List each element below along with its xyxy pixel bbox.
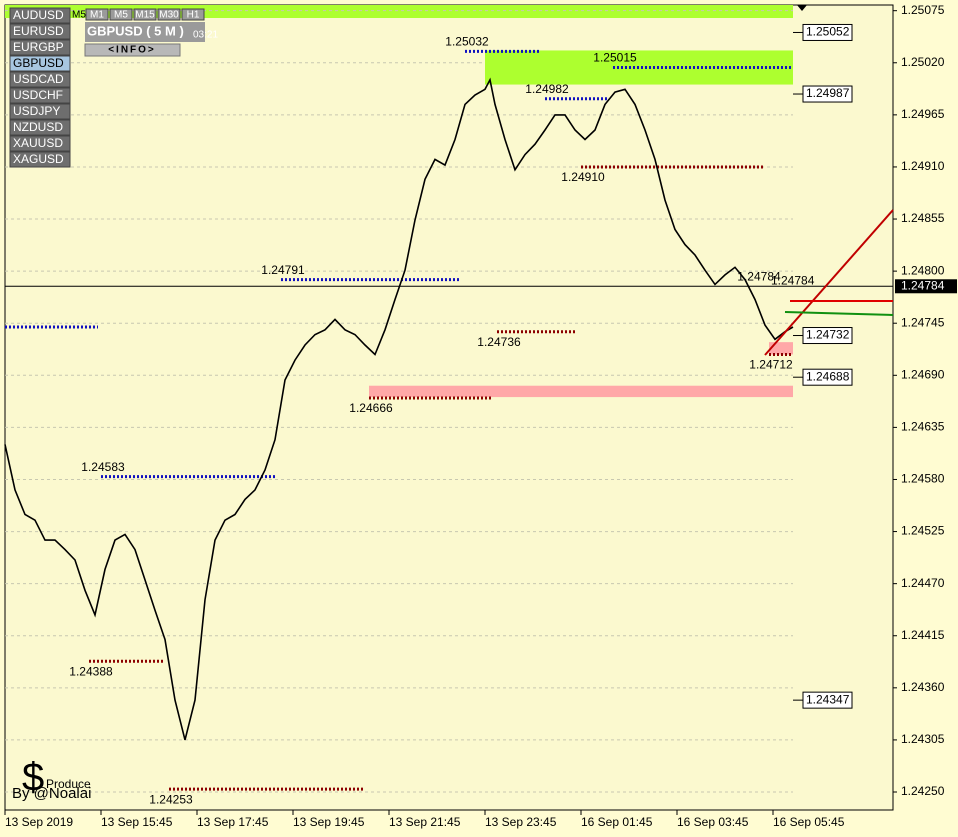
panel-title: GBPUSD ( 5 M ) (87, 23, 184, 38)
symbol-list: AUDUSD EURUSD EURGBP GBPUSD USDCAD USDCHF USDJ… (9, 7, 71, 168)
pivot-label: 1.24784 (737, 269, 781, 283)
symbol-label: XAGUSD (13, 152, 64, 166)
price-box-label: 1.24987 (806, 86, 850, 100)
y-tick-label: 1.25075 (901, 3, 945, 17)
credit-by: By @Noalai (12, 785, 91, 802)
pivot-label: 1.24910 (561, 170, 605, 184)
timeframe-label: M5 (114, 10, 128, 21)
symbol-label: XAUUSD (13, 136, 63, 150)
pivot-label: 1.24982 (525, 82, 569, 96)
pivot-label: 1.24253 (149, 792, 193, 806)
y-tick-label: 1.24745 (901, 315, 945, 329)
y-tick-label: 1.24360 (901, 680, 945, 694)
symbol-button[interactable] (9, 87, 71, 104)
plot-layer (4, 10, 897, 793)
timeframe-button[interactable] (157, 8, 181, 21)
y-tick-label: 1.24635 (901, 420, 945, 434)
price-box-label: 1.24347 (806, 692, 850, 706)
timeframe-label: H1 (187, 10, 200, 21)
symbol-label: EURGBP (13, 40, 64, 54)
y-tick-label: 1.24250 (901, 784, 945, 798)
current-timeframe: M5 (72, 10, 86, 21)
timeframe-label: M30 (159, 10, 179, 21)
panel-timer: 03:21 (193, 30, 218, 41)
timeframe-bar: M5 M1 M5 M15 M30 H1 (72, 8, 205, 21)
pivot-label: 1.24666 (349, 401, 393, 415)
symbol-label: USDCAD (13, 72, 64, 86)
x-tick-label: 13 Sep 15:45 (101, 815, 173, 829)
timeframe-label: M15 (135, 10, 155, 21)
symbol-label: AUDUSD (13, 8, 64, 22)
trend-line (784, 311, 894, 316)
y-tick-label: 1.24800 (901, 263, 945, 277)
y-tick-label: 1.24305 (901, 732, 945, 746)
symbol-label: GBPUSD (13, 56, 64, 70)
symbol-button[interactable] (9, 151, 71, 168)
zone (769, 342, 793, 355)
symbol-button[interactable] (9, 71, 71, 88)
info-button[interactable] (84, 43, 181, 57)
symbol-label: USDJPY (13, 104, 60, 118)
x-tick-label: 13 Sep 2019 (5, 815, 73, 829)
y-tick-label: 1.24470 (901, 576, 945, 590)
y-tick-label: 1.24415 (901, 628, 945, 642)
timeframe-button[interactable] (85, 8, 109, 21)
panel-bg (85, 22, 205, 42)
logo: $ (22, 756, 44, 800)
current-price-box (895, 279, 957, 294)
symbol-button[interactable] (9, 119, 71, 136)
trend-line (764, 209, 894, 356)
x-tick-label: 13 Sep 17:45 (197, 815, 269, 829)
symbol-button[interactable] (9, 7, 71, 24)
timeframe-button[interactable] (109, 8, 133, 21)
pivot-label: 1.24791 (261, 263, 305, 277)
price-box-label: 1.24732 (806, 328, 850, 342)
credit-produce: Produce (46, 777, 91, 791)
x-tick-label: 16 Sep 01:45 (581, 815, 653, 829)
symbol-label: NZDUSD (13, 120, 63, 134)
timeframe-button[interactable] (181, 8, 205, 21)
y-tick-label: 1.24525 (901, 524, 945, 538)
symbol-label: USDCHF (13, 88, 63, 102)
x-tick-label: 13 Sep 21:45 (389, 815, 461, 829)
plot-frame (4, 4, 894, 811)
y-tick-label: 1.24580 (901, 472, 945, 486)
pivot-label: 1.25032 (445, 35, 489, 49)
symbol-button[interactable] (9, 135, 71, 152)
pivot-label: 1.24388 (69, 664, 113, 678)
x-tick-label: 13 Sep 19:45 (293, 815, 365, 829)
symbol-label: EURUSD (13, 24, 64, 38)
pivot-label: 1.25015 (593, 51, 637, 65)
y-tick-label: 1.24965 (901, 107, 945, 121)
moving-average-line (4, 77, 794, 741)
symbol-button[interactable] (9, 103, 71, 120)
y-tick-label: 1.25020 (901, 55, 945, 69)
x-tick-label: 13 Sep 23:45 (485, 815, 557, 829)
price-box-label: 1.24688 (806, 369, 850, 383)
price-label: 1.24784 (771, 273, 815, 287)
symbol-button[interactable] (9, 23, 71, 40)
pivot-label: 1.24736 (477, 335, 521, 349)
zone (369, 385, 793, 398)
y-tick-label: 1.24855 (901, 211, 945, 225)
symbol-button[interactable] (9, 39, 71, 56)
x-tick-label: 16 Sep 03:45 (677, 815, 749, 829)
y-tick-label: 1.24690 (901, 367, 945, 381)
pivot-label: 1.24712 (749, 358, 793, 372)
x-tick-label: 16 Sep 05:45 (773, 815, 845, 829)
price-box-label: 1.25052 (806, 25, 850, 39)
symbol-button[interactable] (9, 55, 71, 72)
timeframe-button[interactable] (133, 8, 157, 21)
y-tick-label: 1.24910 (901, 159, 945, 173)
info-label: <INFO> (108, 45, 156, 56)
shift-marker (797, 5, 807, 11)
current-price-label: 1.24784 (901, 278, 945, 292)
timeframe-label: M1 (90, 10, 104, 21)
pivot-label: 1.24583 (81, 460, 125, 474)
